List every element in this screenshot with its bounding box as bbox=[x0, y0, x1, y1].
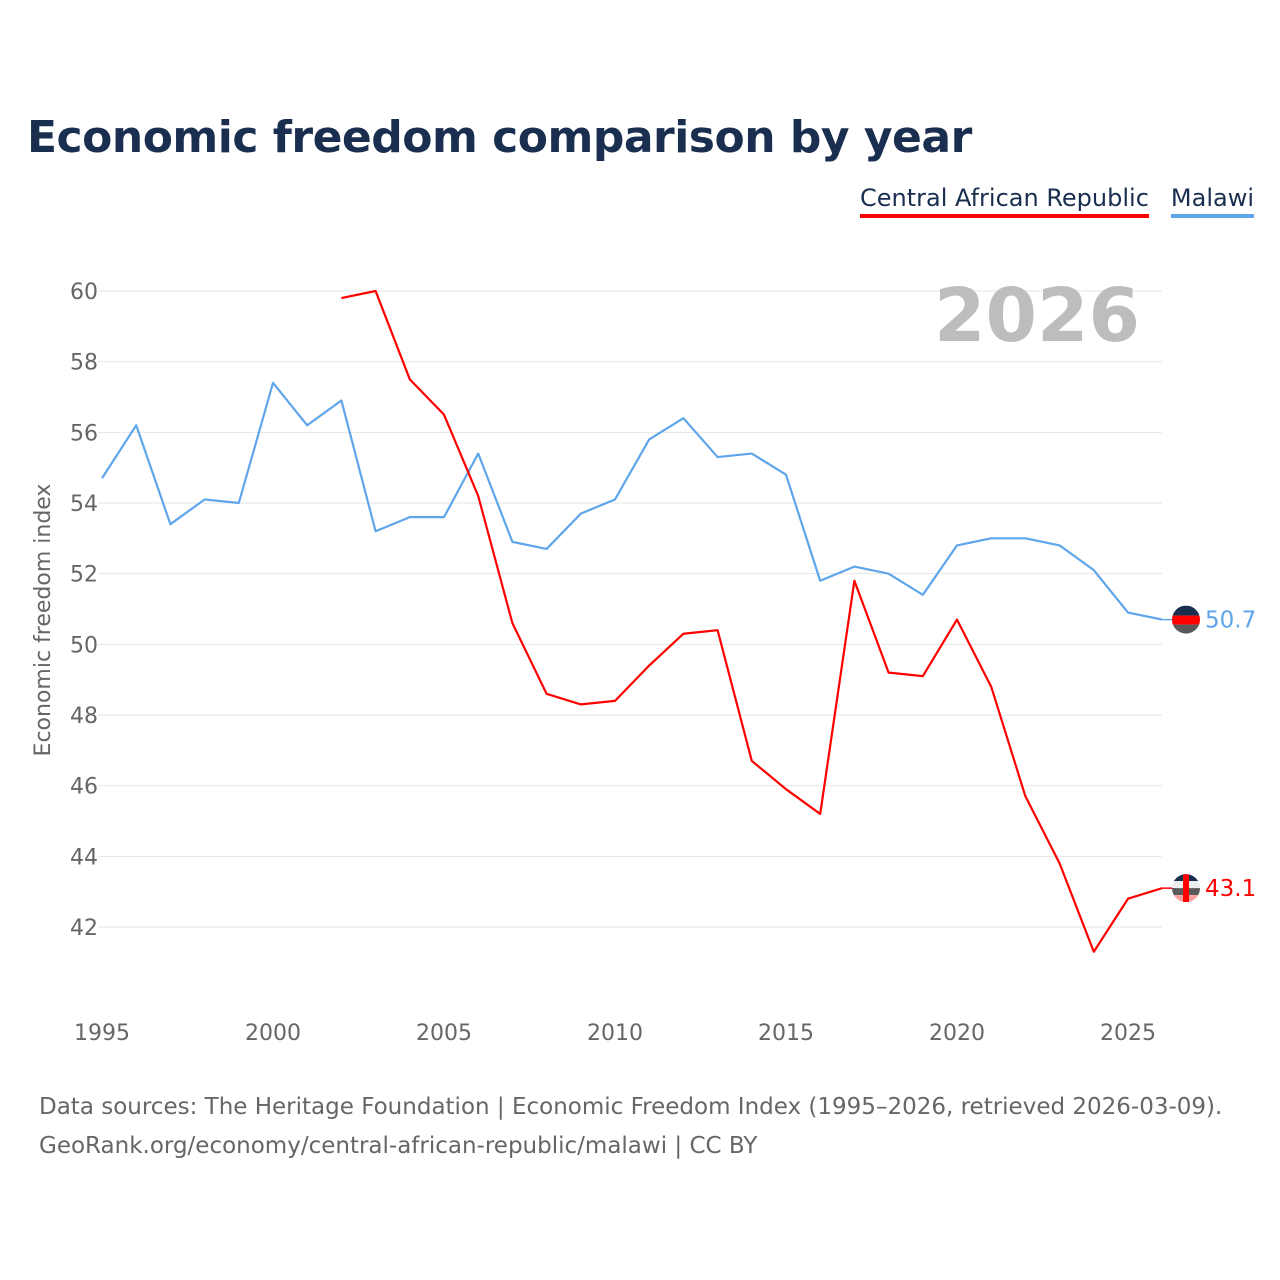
legend-item-malawi[interactable]: Malawi bbox=[1170, 184, 1254, 218]
x-tick-label: 2005 bbox=[416, 1021, 472, 1046]
y-tick-label: 56 bbox=[70, 421, 98, 446]
y-tick-label: 60 bbox=[70, 280, 98, 305]
legend: Central African Republic Malawi bbox=[860, 184, 1254, 218]
car-flag-icon bbox=[1172, 874, 1200, 903]
url-line[interactable]: GeoRank.org/economy/central-african-repu… bbox=[39, 1133, 758, 1159]
y-tick-label: 48 bbox=[70, 704, 98, 729]
y-tick-label: 54 bbox=[70, 492, 98, 517]
end-value-label: 50.7 bbox=[1205, 608, 1256, 634]
x-tick-label: 2010 bbox=[587, 1021, 643, 1046]
year-watermark: 2026 bbox=[934, 273, 1140, 359]
x-tick-label: 2020 bbox=[929, 1021, 985, 1046]
y-tick-label: 46 bbox=[70, 775, 98, 800]
malawi-flag-icon bbox=[1172, 605, 1200, 634]
y-tick-label: 58 bbox=[70, 351, 98, 376]
footer: Data sources: The Heritage Foundation | … bbox=[39, 1088, 1222, 1166]
y-tick-label: 50 bbox=[70, 633, 98, 658]
x-tick-label: 1995 bbox=[74, 1021, 130, 1046]
x-tick-label: 2000 bbox=[245, 1021, 301, 1046]
x-tick-label: 2025 bbox=[1100, 1021, 1156, 1046]
series-line-malawi bbox=[101, 381, 1163, 621]
end-value-label: 43.1 bbox=[1205, 876, 1256, 902]
legend-item-car[interactable]: Central African Republic bbox=[860, 184, 1149, 218]
x-tick-label: 2015 bbox=[758, 1021, 814, 1046]
y-tick-label: 42 bbox=[70, 916, 98, 941]
y-tick-label: 44 bbox=[70, 845, 98, 870]
series-line-car bbox=[341, 289, 1163, 953]
source-line: Data sources: The Heritage Foundation | … bbox=[39, 1094, 1223, 1120]
chart-title: Economic freedom comparison by year bbox=[27, 112, 972, 163]
y-axis-label: Economic freedom index bbox=[31, 484, 56, 757]
y-tick-label: 52 bbox=[70, 563, 98, 588]
